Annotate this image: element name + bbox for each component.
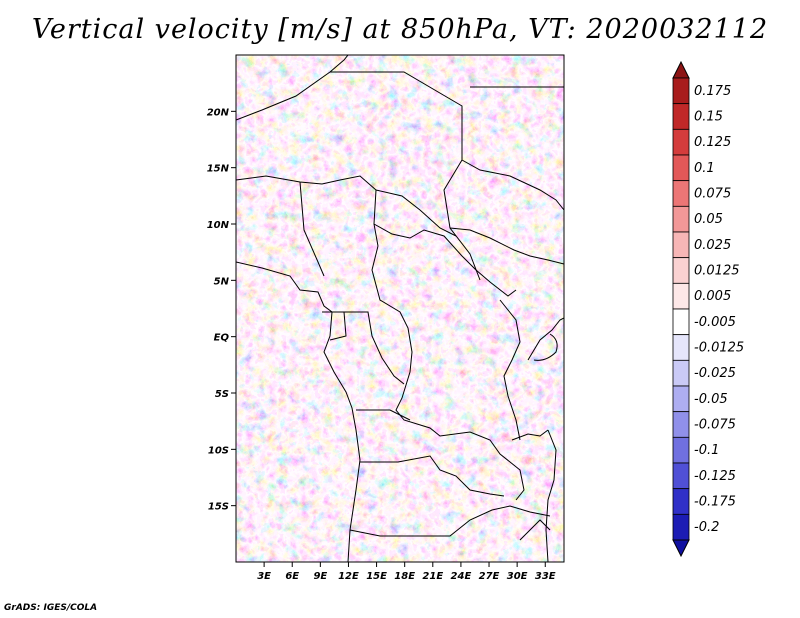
colorbar-label: -0.025 [694,366,736,381]
lon-tick-label: 9E [313,571,327,582]
lon-tick-label: 24E [451,571,472,582]
colorbar-segment [672,436,690,464]
lat-tick-label: EQ [214,333,230,344]
lon-tick-label: 30E [507,571,528,582]
colorbar-segment [672,334,690,361]
lon-tick-label: 6E [285,571,299,582]
colorbar-segment [672,77,690,105]
colorbar-segment [672,308,690,336]
colorbar-label: -0.1 [694,443,719,458]
colorbar-bottom-arrow [672,539,690,558]
colorbar-segment [672,411,690,438]
colorbar-label: -0.175 [694,495,736,510]
colorbar-label: -0.125 [694,469,736,484]
grads-credit: GrADS: IGES/COLA [4,603,98,613]
lat-tick-label: 10S [208,445,229,456]
colorbar-segment [672,513,690,541]
colorbar-segment [672,385,690,413]
lon-tick-label: 18E [394,571,415,582]
colorbar-segment [672,359,690,387]
colorbar-label: 0.025 [694,238,731,253]
country-borders [236,55,564,562]
colorbar-label: 0.15 [694,110,723,125]
lat-tick-label: 10N [207,220,230,231]
lon-tick-label: 12E [338,571,359,582]
lat-tick-label: 15N [207,164,230,175]
colorbar-label: 0.075 [694,187,731,202]
colorbar-segment [672,180,690,207]
colorbar-label: 0.175 [694,84,731,99]
latitude-axis: 20N 15N 10N 5N EQ 5S 10S 15S [207,107,236,513]
colorbar-label: 0.0125 [694,264,740,279]
colorbar-label: 0.05 [694,212,723,227]
longitude-axis: 3E 6E 9E 12E 15E 18E 21E 24E 27E 30E 33E [257,562,556,582]
lat-tick-label: 5N [214,276,230,287]
colorbar-segment [672,154,690,182]
colorbar-segment [672,257,690,284]
colorbar-segment [672,205,690,233]
colorbar-segment [672,488,690,515]
colorbar-label: -0.0125 [694,341,744,356]
colorbar-top-arrow [672,60,690,79]
colorbar-segment [672,462,690,490]
map-frame [235,54,565,563]
colorbar-segment [672,103,690,130]
chart-title: Vertical velocity [m/s] at 850hPa, VT: 2… [31,14,769,45]
lon-tick-label: 3E [257,571,271,582]
colorbar-label: 0.005 [694,289,731,304]
lat-tick-label: 20N [207,107,230,118]
colorbar-legend: 0.175 0.15 0.125 0.1 0.075 0.05 0.025 0.0125 0.0… [672,60,744,558]
colorbar-segment [672,231,690,259]
colorbar-label: -0.075 [694,418,736,433]
lat-tick-label: 5S [215,389,229,400]
colorbar-label: -0.2 [694,520,719,535]
lon-tick-label: 27E [479,571,500,582]
lat-tick-label: 15S [208,502,229,513]
lon-tick-label: 15E [366,571,387,582]
colorbar-segment [672,282,690,310]
lon-tick-label: 21E [422,571,443,582]
lon-tick-label: 33E [535,571,556,582]
colorbar-segment [672,128,690,156]
colorbar-label: -0.05 [694,392,728,407]
colorbar-label: -0.005 [694,315,736,330]
colorbar-label: 0.125 [694,135,731,150]
vertical-velocity-field [236,55,564,562]
colorbar-label: 0.1 [694,161,715,176]
